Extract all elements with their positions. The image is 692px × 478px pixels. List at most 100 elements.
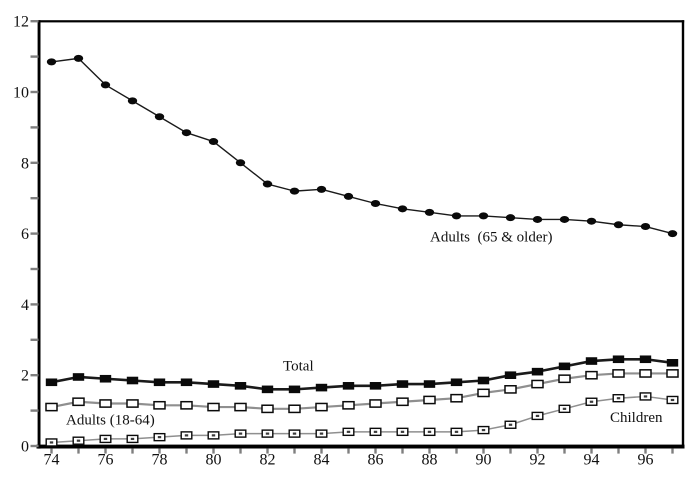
- x-tick: [671, 448, 674, 454]
- x-tick-label: 78: [152, 452, 168, 469]
- y-tick: [30, 232, 39, 235]
- data-point-inner-dot: [319, 432, 324, 435]
- x-tick: [590, 448, 593, 454]
- x-tick: [320, 448, 323, 454]
- data-point-inner-dot: [238, 432, 243, 435]
- data-point-filled-circle: [505, 214, 516, 222]
- x-tick: [455, 448, 458, 454]
- y-tick: [30, 90, 39, 94]
- data-point-open-square: [261, 404, 274, 414]
- data-point-filled-square: [477, 376, 490, 385]
- data-point-filled-circle: [316, 185, 327, 193]
- x-tick: [131, 448, 134, 454]
- data-point-filled-square: [261, 385, 274, 394]
- bottom-spine: [36, 444, 685, 449]
- data-point-inner-dot: [76, 439, 81, 442]
- data-point-filled-square: [639, 355, 652, 364]
- data-point-filled-circle: [289, 187, 300, 195]
- x-tick: [347, 448, 350, 454]
- y-tick: [30, 444, 39, 448]
- data-point-filled-square: [612, 355, 625, 364]
- y-tick-label: 2: [21, 368, 29, 385]
- x-tick: [536, 448, 539, 454]
- data-point-inner-dot: [157, 436, 162, 439]
- data-point-open-square: [207, 402, 220, 412]
- x-tick: [104, 448, 107, 454]
- data-point-open-square: [423, 395, 436, 405]
- data-point-open-square: [558, 374, 571, 384]
- y-tick: [30, 338, 39, 341]
- data-point-filled-circle: [397, 205, 408, 213]
- data-point-open-square: [288, 404, 301, 414]
- data-point-filled-square: [342, 382, 355, 390]
- data-point-inner-dot: [481, 428, 486, 432]
- data-point-filled-square: [99, 374, 112, 383]
- data-point-open-square: [369, 399, 382, 408]
- data-point-filled-square: [288, 385, 301, 394]
- x-tick: [212, 448, 215, 454]
- y-tick-label: 10: [13, 85, 29, 102]
- series-adults-65-older: [46, 54, 678, 238]
- x-tick: [401, 448, 404, 454]
- data-point-open-square: [153, 400, 166, 410]
- data-point-inner-dot: [508, 423, 513, 426]
- data-point-filled-circle: [559, 215, 570, 223]
- x-tick: [482, 448, 485, 454]
- data-point-open-square: [531, 379, 544, 389]
- data-point-filled-square: [369, 382, 382, 390]
- series-adults-18-64: [45, 369, 679, 414]
- series-children: [45, 392, 679, 447]
- data-point-inner-dot: [265, 432, 270, 435]
- data-point-inner-dot: [454, 430, 459, 433]
- top-spine: [37, 20, 685, 23]
- x-tick-label: 74: [44, 452, 60, 469]
- y-tick: [30, 20, 39, 23]
- data-point-open-square: [477, 388, 490, 398]
- data-point-filled-square: [504, 371, 517, 379]
- x-tick: [158, 448, 161, 454]
- data-point-inner-dot: [427, 430, 432, 433]
- y-tick: [30, 267, 39, 271]
- x-tick: [563, 448, 566, 454]
- data-point-open-square: [342, 400, 355, 410]
- data-point-filled-square: [45, 378, 58, 387]
- data-point-inner-dot: [643, 395, 648, 398]
- x-tick: [428, 448, 431, 454]
- series-label-total: Total: [283, 359, 314, 375]
- data-point-filled-circle: [181, 129, 192, 137]
- data-point-open-square: [639, 369, 652, 378]
- data-point-filled-circle: [343, 192, 354, 200]
- series-label-children: Children: [610, 410, 663, 426]
- data-point-filled-square: [450, 378, 463, 387]
- data-point-open-square: [234, 402, 247, 412]
- data-point-filled-circle: [478, 212, 489, 220]
- x-tick: [239, 448, 242, 454]
- x-tick: [644, 448, 647, 454]
- x-tick: [266, 448, 269, 454]
- data-point-inner-dot: [130, 437, 135, 441]
- data-point-filled-circle: [208, 138, 219, 146]
- data-point-filled-square: [585, 357, 598, 365]
- data-point-filled-circle: [370, 200, 381, 208]
- data-point-inner-dot: [184, 434, 189, 437]
- x-tick: [185, 448, 188, 454]
- data-point-filled-circle: [424, 208, 435, 216]
- data-point-filled-square: [180, 378, 193, 387]
- x-tick-label: 88: [422, 452, 438, 469]
- data-point-filled-circle: [586, 217, 597, 225]
- series-total: [45, 355, 679, 394]
- data-point-filled-circle: [235, 159, 246, 167]
- x-tick-label: 92: [530, 452, 546, 469]
- left-spine: [37, 20, 41, 449]
- data-point-inner-dot: [400, 430, 405, 433]
- x-tick: [374, 448, 377, 454]
- y-tick: [30, 197, 39, 200]
- data-point-inner-dot: [211, 434, 216, 437]
- data-point-filled-square: [666, 359, 679, 367]
- x-tick-label: 94: [584, 452, 600, 469]
- data-point-filled-square: [234, 382, 247, 390]
- data-point-inner-dot: [103, 437, 108, 441]
- x-tick: [50, 448, 53, 454]
